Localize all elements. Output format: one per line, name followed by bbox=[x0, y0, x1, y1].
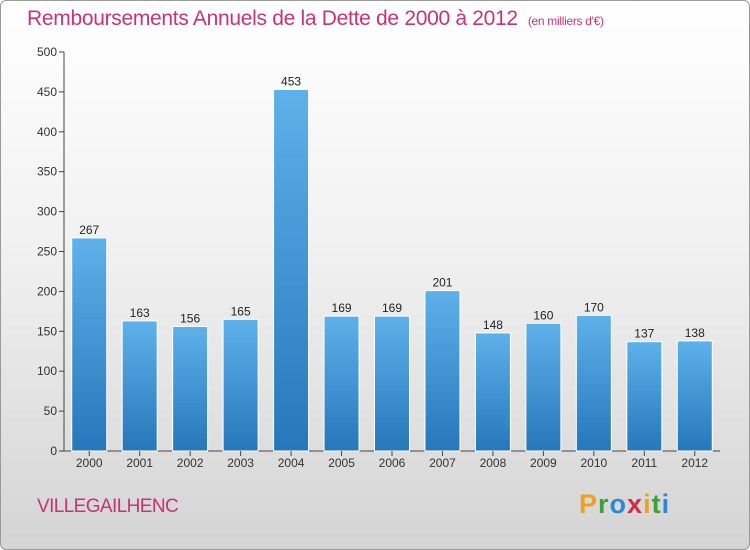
bar bbox=[575, 314, 612, 452]
y-tick-label: 150 bbox=[37, 324, 57, 338]
y-tick-label: 250 bbox=[37, 245, 57, 259]
x-tick-label: 2000 bbox=[76, 456, 103, 470]
bar-value-label: 169 bbox=[382, 301, 402, 315]
bar-value-label: 156 bbox=[180, 312, 200, 326]
bar-value-label: 267 bbox=[79, 223, 99, 237]
logo-letter: x bbox=[627, 489, 644, 519]
commune-name: VILLEGAILHENC bbox=[37, 496, 179, 517]
bar bbox=[71, 237, 108, 452]
x-tick-label: 2007 bbox=[429, 456, 456, 470]
x-tick-label: 2011 bbox=[631, 456, 657, 470]
bar-value-label: 148 bbox=[483, 318, 503, 332]
bar bbox=[474, 332, 511, 452]
bar bbox=[172, 326, 209, 452]
bar-value-label: 201 bbox=[432, 276, 452, 290]
y-tick-label: 200 bbox=[37, 284, 57, 298]
logo-letter: P bbox=[579, 489, 599, 519]
logo-letter: r bbox=[598, 489, 610, 519]
bar bbox=[525, 322, 562, 452]
bar bbox=[323, 315, 360, 452]
x-tick-label: 2001 bbox=[126, 456, 153, 470]
x-tick-label: 2003 bbox=[227, 456, 254, 470]
bar bbox=[121, 320, 158, 452]
y-tick-label: 350 bbox=[37, 165, 57, 179]
bar-value-label: 170 bbox=[584, 300, 604, 314]
bar bbox=[676, 340, 713, 452]
logo-letter: i bbox=[661, 489, 671, 519]
bar-value-label: 137 bbox=[634, 327, 654, 341]
x-tick-label: 2004 bbox=[278, 456, 305, 470]
bar-value-label: 169 bbox=[332, 301, 352, 315]
bar bbox=[222, 318, 259, 452]
logo-letter: t bbox=[651, 489, 662, 519]
y-tick-label: 50 bbox=[44, 404, 58, 418]
logo-letter: o bbox=[609, 489, 628, 519]
logo-letter: i bbox=[643, 489, 652, 519]
proxiti-logo: Proxiti bbox=[579, 489, 670, 520]
x-tick-label: 2002 bbox=[177, 456, 204, 470]
bar bbox=[374, 315, 410, 452]
y-tick-label: 450 bbox=[37, 85, 57, 99]
bar-value-label: 138 bbox=[685, 326, 705, 340]
x-tick-label: 2008 bbox=[480, 456, 507, 470]
bar-value-label: 165 bbox=[231, 304, 251, 318]
chart-unit: (en milliers d'€) bbox=[527, 14, 604, 28]
bar bbox=[424, 290, 461, 452]
y-tick-label: 0 bbox=[50, 444, 57, 458]
bar-value-label: 453 bbox=[281, 75, 301, 89]
bar bbox=[273, 89, 310, 452]
chart-title: Remboursements Annuels de la Dette de 20… bbox=[27, 7, 604, 31]
x-tick-label: 2005 bbox=[328, 456, 355, 470]
chart-title-text: Remboursements Annuels de la Dette de 20… bbox=[27, 7, 518, 30]
bar bbox=[626, 341, 663, 452]
x-tick-label: 2006 bbox=[379, 456, 406, 470]
y-tick-label: 100 bbox=[37, 364, 57, 378]
y-tick-label: 300 bbox=[37, 205, 57, 219]
y-tick-label: 500 bbox=[37, 45, 57, 59]
x-tick-label: 2010 bbox=[580, 456, 607, 470]
x-tick-label: 2012 bbox=[681, 456, 708, 470]
bar-value-label: 160 bbox=[533, 308, 553, 322]
x-tick-label: 2009 bbox=[530, 456, 557, 470]
bar-value-label: 163 bbox=[130, 306, 150, 320]
y-tick-label: 400 bbox=[37, 125, 57, 139]
